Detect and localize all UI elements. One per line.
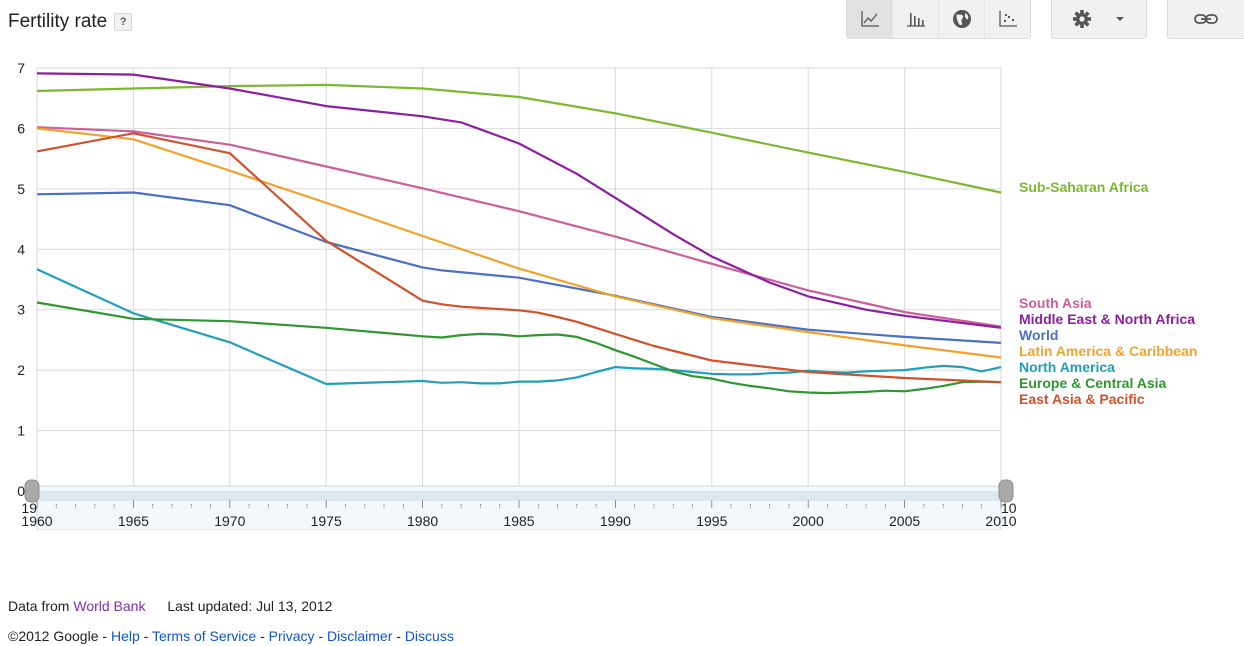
series-label: East Asia & Pacific — [1019, 391, 1145, 407]
range-tick-label: 2010 — [985, 513, 1016, 529]
y-tick-label: 5 — [17, 181, 25, 197]
caret-down-icon — [1116, 17, 1124, 21]
series-label: World — [1019, 327, 1058, 343]
world-bank-link[interactable]: World Bank — [73, 598, 146, 614]
range-tick-label: 1970 — [214, 513, 245, 529]
map-chart-button[interactable] — [939, 0, 985, 38]
range-tick-label: 1995 — [696, 513, 727, 529]
help-link[interactable]: Help — [110, 628, 140, 644]
scatter-chart-button[interactable] — [985, 0, 1030, 38]
y-tick-label: 3 — [17, 302, 25, 318]
footer-links: ©2012 Google - Help - Terms of Service -… — [8, 628, 454, 644]
range-end-handle[interactable] — [998, 479, 1014, 503]
data-from-label: Data from — [8, 598, 70, 614]
discuss-link[interactable]: Discuss — [404, 628, 454, 644]
series-label: Europe & Central Asia — [1019, 375, 1167, 391]
y-tick-label: 6 — [17, 120, 25, 136]
series-line — [36, 83, 1002, 194]
y-tick-label: 0 — [17, 483, 25, 499]
link-toolbar — [1167, 0, 1244, 39]
data-source-line: Data from World Bank Last updated: Jul 1… — [8, 598, 332, 614]
page-title: Fertility rate — [8, 11, 108, 32]
help-button[interactable]: ? — [114, 13, 133, 31]
globe-map-icon — [952, 10, 971, 28]
chart-title-row: Fertility rate ? — [8, 10, 133, 34]
range-tick-label: 1965 — [118, 513, 149, 529]
series-line — [36, 301, 1002, 395]
series-line — [36, 132, 1002, 384]
range-tick-label: 1975 — [311, 513, 342, 529]
chart-type-toolbar — [846, 0, 1031, 39]
series-line — [36, 127, 1002, 359]
bar-chart-button[interactable] — [893, 0, 939, 38]
copyright-label: ©2012 Google — [8, 628, 99, 644]
series-label: Sub-Saharan Africa — [1019, 179, 1149, 195]
disclaimer-link[interactable]: Disclaimer — [327, 628, 393, 644]
series-line — [36, 72, 1002, 329]
chart-area: 1960 1965 1970 1975 1980 1985 1990 1995 2000 2005… — [0, 50, 1244, 531]
series-label: Latin America & Caribbean — [1019, 343, 1197, 359]
last-updated-label: Last updated: Jul 13, 2012 — [167, 598, 333, 614]
series-label: Middle East & North Africa — [1019, 311, 1195, 327]
line-chart: 1960 1965 1970 1975 1980 1985 1990 1995 2000 2005… — [17, 60, 1197, 531]
link-icon — [1194, 14, 1218, 24]
series-label: South Asia — [1019, 295, 1092, 311]
terms-link[interactable]: Terms of Service — [151, 628, 257, 644]
y-tick-label: 7 — [17, 60, 25, 76]
range-tick-label: 2000 — [793, 513, 824, 529]
gear-icon — [1073, 10, 1091, 28]
range-tick-label: 1990 — [600, 513, 631, 529]
bar-chart-icon — [906, 13, 925, 27]
range-slider-bar — [37, 491, 1001, 501]
settings-toolbar — [1051, 0, 1147, 39]
series-line — [36, 191, 1002, 344]
y-tick-label: 2 — [17, 362, 25, 378]
range-tick-label: 1985 — [503, 513, 534, 529]
line-chart-icon — [860, 11, 879, 27]
series-label: North America — [1019, 359, 1115, 375]
range-tick-label: 1980 — [407, 513, 438, 529]
settings-button[interactable] — [1052, 0, 1146, 38]
series-line — [36, 268, 1002, 386]
range-tick-label: 2005 — [889, 513, 920, 529]
privacy-link[interactable]: Privacy — [268, 628, 315, 644]
line-chart-button[interactable] — [847, 0, 893, 38]
series-line — [36, 126, 1002, 328]
link-button[interactable] — [1168, 0, 1244, 38]
scatter-chart-icon — [998, 11, 1017, 27]
y-tick-label: 1 — [17, 423, 25, 439]
y-tick-label: 4 — [17, 241, 25, 257]
range-tick-label: 1960 — [21, 513, 52, 529]
range-start-handle[interactable] — [24, 479, 40, 503]
